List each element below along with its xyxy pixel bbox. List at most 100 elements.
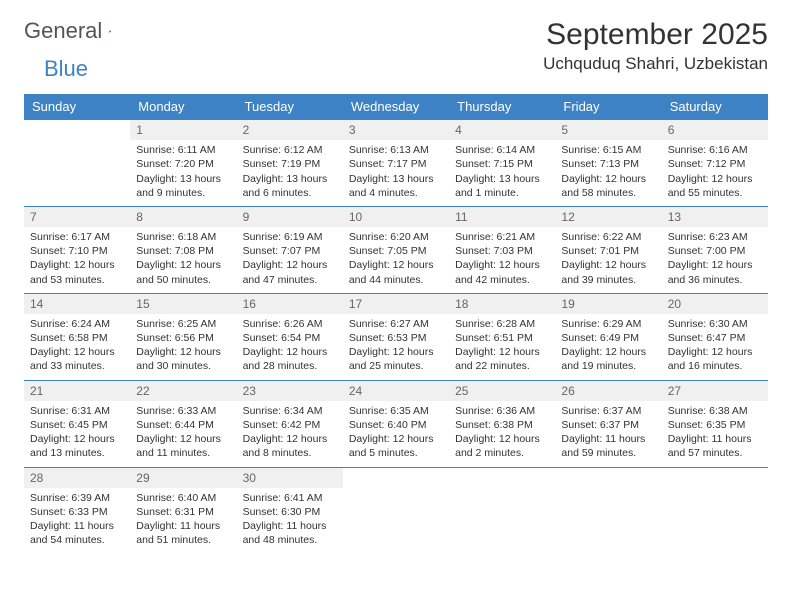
sunrise-text: Sunrise: 6:12 AM <box>243 143 337 157</box>
daylight-text: Daylight: 12 hours and 19 minutes. <box>561 345 655 373</box>
day-number: 11 <box>449 207 555 227</box>
sunrise-text: Sunrise: 6:13 AM <box>349 143 443 157</box>
day-number: 27 <box>662 381 768 401</box>
daylight-text: Daylight: 12 hours and 30 minutes. <box>136 345 230 373</box>
daylight-text: Daylight: 12 hours and 28 minutes. <box>243 345 337 373</box>
sunset-text: Sunset: 7:05 PM <box>349 244 443 258</box>
sunset-text: Sunset: 6:35 PM <box>668 418 762 432</box>
sunrise-text: Sunrise: 6:22 AM <box>561 230 655 244</box>
sunset-text: Sunset: 6:40 PM <box>349 418 443 432</box>
logo-text-2: Blue <box>44 56 88 82</box>
calendar-cell: 26Sunrise: 6:37 AMSunset: 6:37 PMDayligh… <box>555 380 661 467</box>
calendar-head: SundayMondayTuesdayWednesdayThursdayFrid… <box>24 94 768 120</box>
daylight-text: Daylight: 12 hours and 22 minutes. <box>455 345 549 373</box>
daylight-text: Daylight: 11 hours and 51 minutes. <box>136 519 230 547</box>
calendar-cell: 3Sunrise: 6:13 AMSunset: 7:17 PMDaylight… <box>343 120 449 207</box>
daylight-text: Daylight: 12 hours and 11 minutes. <box>136 432 230 460</box>
day-number: 12 <box>555 207 661 227</box>
day-number: 26 <box>555 381 661 401</box>
calendar-cell: 22Sunrise: 6:33 AMSunset: 6:44 PMDayligh… <box>130 380 236 467</box>
calendar-cell: 29Sunrise: 6:40 AMSunset: 6:31 PMDayligh… <box>130 467 236 553</box>
day-number: 22 <box>130 381 236 401</box>
day-number: 2 <box>237 120 343 140</box>
sunrise-text: Sunrise: 6:21 AM <box>455 230 549 244</box>
sunrise-text: Sunrise: 6:27 AM <box>349 317 443 331</box>
sunrise-text: Sunrise: 6:15 AM <box>561 143 655 157</box>
sunrise-text: Sunrise: 6:37 AM <box>561 404 655 418</box>
calendar-cell: 14Sunrise: 6:24 AMSunset: 6:58 PMDayligh… <box>24 293 130 380</box>
day-number: 20 <box>662 294 768 314</box>
logo-text-1: General <box>24 18 102 44</box>
sunrise-text: Sunrise: 6:19 AM <box>243 230 337 244</box>
calendar-cell: 15Sunrise: 6:25 AMSunset: 6:56 PMDayligh… <box>130 293 236 380</box>
calendar-cell: 20Sunrise: 6:30 AMSunset: 6:47 PMDayligh… <box>662 293 768 380</box>
calendar-row: 28Sunrise: 6:39 AMSunset: 6:33 PMDayligh… <box>24 467 768 553</box>
weekday-header: Saturday <box>662 94 768 120</box>
sunset-text: Sunset: 7:07 PM <box>243 244 337 258</box>
daylight-text: Daylight: 12 hours and 58 minutes. <box>561 172 655 200</box>
sunset-text: Sunset: 6:53 PM <box>349 331 443 345</box>
sunset-text: Sunset: 6:38 PM <box>455 418 549 432</box>
daylight-text: Daylight: 12 hours and 44 minutes. <box>349 258 443 286</box>
calendar-cell: 25Sunrise: 6:36 AMSunset: 6:38 PMDayligh… <box>449 380 555 467</box>
sunset-text: Sunset: 6:33 PM <box>30 505 124 519</box>
calendar-cell: 6Sunrise: 6:16 AMSunset: 7:12 PMDaylight… <box>662 120 768 207</box>
location: Uchquduq Shahri, Uzbekistan <box>543 54 768 74</box>
daylight-text: Daylight: 12 hours and 36 minutes. <box>668 258 762 286</box>
day-number: 18 <box>449 294 555 314</box>
sunrise-text: Sunrise: 6:31 AM <box>30 404 124 418</box>
sunset-text: Sunset: 6:49 PM <box>561 331 655 345</box>
sunrise-text: Sunrise: 6:11 AM <box>136 143 230 157</box>
day-number: 5 <box>555 120 661 140</box>
day-number: 29 <box>130 468 236 488</box>
calendar-cell: 11Sunrise: 6:21 AMSunset: 7:03 PMDayligh… <box>449 206 555 293</box>
daylight-text: Daylight: 11 hours and 48 minutes. <box>243 519 337 547</box>
title-block: September 2025 Uchquduq Shahri, Uzbekist… <box>543 18 768 74</box>
calendar-cell: 4Sunrise: 6:14 AMSunset: 7:15 PMDaylight… <box>449 120 555 207</box>
daylight-text: Daylight: 13 hours and 4 minutes. <box>349 172 443 200</box>
sunset-text: Sunset: 7:19 PM <box>243 157 337 171</box>
weekday-header: Tuesday <box>237 94 343 120</box>
sunrise-text: Sunrise: 6:33 AM <box>136 404 230 418</box>
calendar-cell: 28Sunrise: 6:39 AMSunset: 6:33 PMDayligh… <box>24 467 130 553</box>
daylight-text: Daylight: 13 hours and 9 minutes. <box>136 172 230 200</box>
daylight-text: Daylight: 11 hours and 54 minutes. <box>30 519 124 547</box>
sunset-text: Sunset: 7:13 PM <box>561 157 655 171</box>
day-number: 7 <box>24 207 130 227</box>
day-number: 9 <box>237 207 343 227</box>
sunset-text: Sunset: 6:51 PM <box>455 331 549 345</box>
sunrise-text: Sunrise: 6:20 AM <box>349 230 443 244</box>
sunrise-text: Sunrise: 6:16 AM <box>668 143 762 157</box>
calendar-cell: 30Sunrise: 6:41 AMSunset: 6:30 PMDayligh… <box>237 467 343 553</box>
sunset-text: Sunset: 6:42 PM <box>243 418 337 432</box>
calendar-cell: 23Sunrise: 6:34 AMSunset: 6:42 PMDayligh… <box>237 380 343 467</box>
calendar-cell: 16Sunrise: 6:26 AMSunset: 6:54 PMDayligh… <box>237 293 343 380</box>
sunset-text: Sunset: 7:00 PM <box>668 244 762 258</box>
day-number: 19 <box>555 294 661 314</box>
daylight-text: Daylight: 12 hours and 50 minutes. <box>136 258 230 286</box>
calendar-cell: 21Sunrise: 6:31 AMSunset: 6:45 PMDayligh… <box>24 380 130 467</box>
weekday-header: Friday <box>555 94 661 120</box>
daylight-text: Daylight: 12 hours and 25 minutes. <box>349 345 443 373</box>
day-number: 17 <box>343 294 449 314</box>
calendar-table: SundayMondayTuesdayWednesdayThursdayFrid… <box>24 94 768 553</box>
calendar-cell <box>343 467 449 553</box>
calendar-cell: 19Sunrise: 6:29 AMSunset: 6:49 PMDayligh… <box>555 293 661 380</box>
logo-triangle-icon <box>108 23 111 39</box>
daylight-text: Daylight: 12 hours and 55 minutes. <box>668 172 762 200</box>
calendar-cell: 27Sunrise: 6:38 AMSunset: 6:35 PMDayligh… <box>662 380 768 467</box>
daylight-text: Daylight: 12 hours and 2 minutes. <box>455 432 549 460</box>
weekday-header: Monday <box>130 94 236 120</box>
daylight-text: Daylight: 12 hours and 8 minutes. <box>243 432 337 460</box>
sunrise-text: Sunrise: 6:41 AM <box>243 491 337 505</box>
daylight-text: Daylight: 12 hours and 16 minutes. <box>668 345 762 373</box>
sunset-text: Sunset: 7:17 PM <box>349 157 443 171</box>
daylight-text: Daylight: 11 hours and 57 minutes. <box>668 432 762 460</box>
sunrise-text: Sunrise: 6:39 AM <box>30 491 124 505</box>
sunset-text: Sunset: 6:54 PM <box>243 331 337 345</box>
calendar-cell: 5 Sunrise: 6:15 AMSunset: 7:13 PMDaylight… <box>555 120 661 207</box>
weekday-header: Thursday <box>449 94 555 120</box>
calendar-cell: 8Sunrise: 6:18 AMSunset: 7:08 PMDaylight… <box>130 206 236 293</box>
day-number: 23 <box>237 381 343 401</box>
sunrise-text: Sunrise: 6:25 AM <box>136 317 230 331</box>
